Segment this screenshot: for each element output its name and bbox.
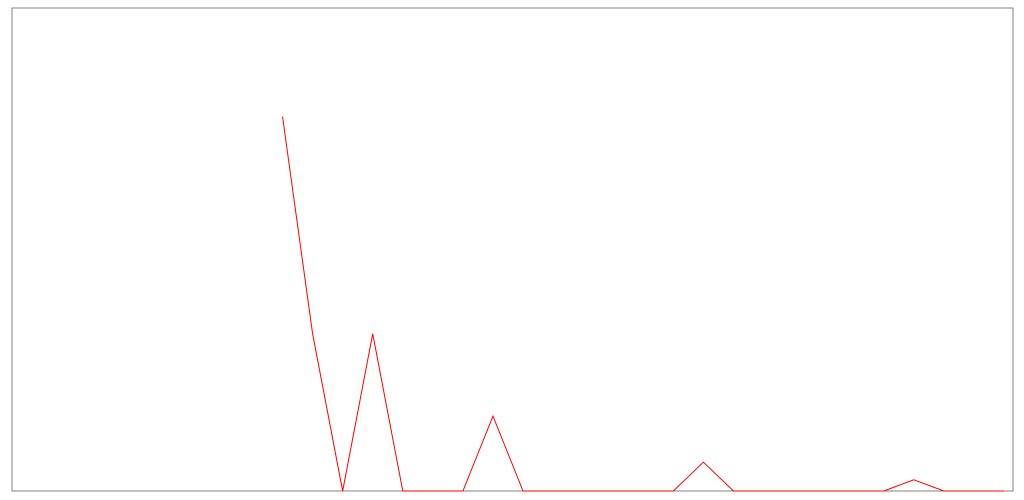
plot-frame: [11, 7, 1014, 492]
series-line-0: [282, 116, 1004, 492]
series-layer: [282, 116, 1004, 492]
